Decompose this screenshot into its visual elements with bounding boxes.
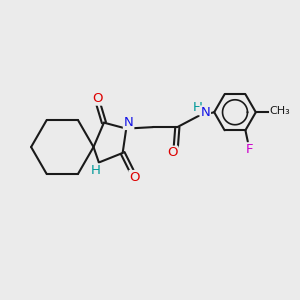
Text: O: O bbox=[129, 171, 140, 184]
Text: F: F bbox=[245, 143, 253, 156]
Text: CH₃: CH₃ bbox=[270, 106, 291, 116]
Text: O: O bbox=[167, 146, 178, 160]
Text: O: O bbox=[92, 92, 102, 105]
Text: H: H bbox=[91, 164, 101, 177]
Text: N: N bbox=[200, 106, 210, 119]
Text: N: N bbox=[124, 116, 134, 129]
Text: H: H bbox=[192, 101, 202, 114]
